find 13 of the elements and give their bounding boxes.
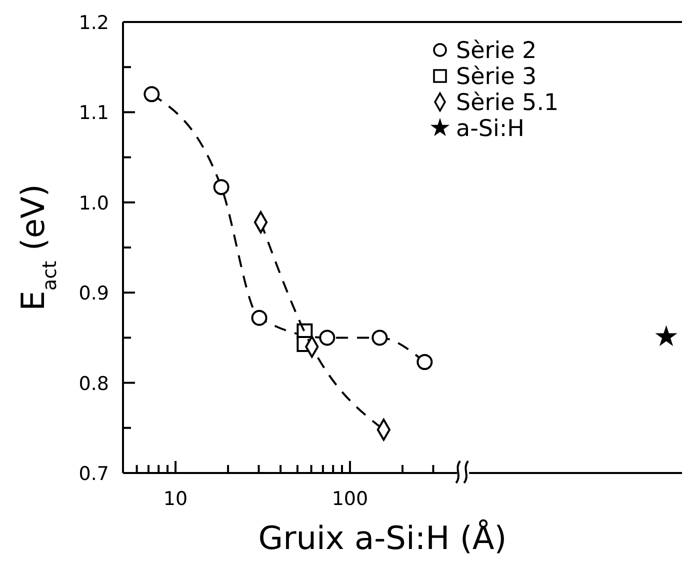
legend-label: a-Si:H xyxy=(456,116,524,142)
x-axis-title: Gruix a-Si:H (Å) xyxy=(258,519,507,557)
y-tick-label: 1.0 xyxy=(78,192,109,214)
legend-label: Sèrie 5.1 xyxy=(456,90,559,116)
y-tick-label: 0.8 xyxy=(78,372,109,395)
legend-label: Sèrie 2 xyxy=(456,38,537,64)
y-tick-label: 0.7 xyxy=(78,463,109,485)
legend-label: Sèrie 3 xyxy=(456,64,537,90)
y-tick-label: 0.9 xyxy=(78,282,109,305)
y-tick-label: 1.1 xyxy=(78,102,109,124)
x-tick-label: 10 xyxy=(163,488,188,510)
x-tick-label: 100 xyxy=(332,488,368,510)
y-tick-label: 1.2 xyxy=(78,12,109,34)
